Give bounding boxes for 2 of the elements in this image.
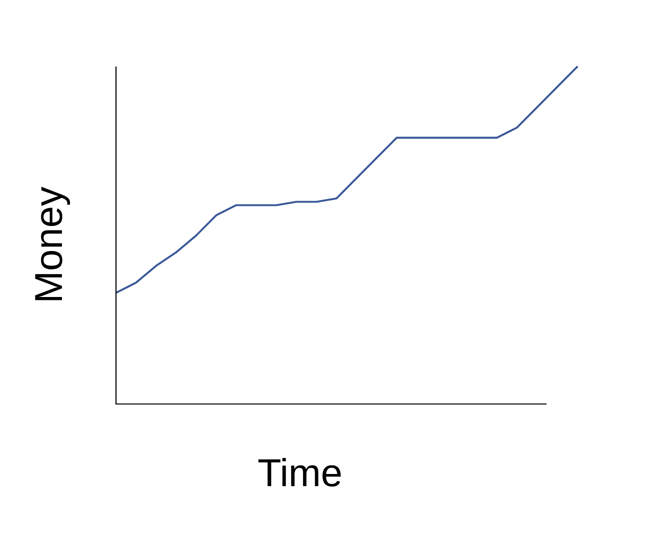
y-axis-title: Money	[35, 186, 70, 300]
x-axis-title: Time	[258, 458, 341, 487]
